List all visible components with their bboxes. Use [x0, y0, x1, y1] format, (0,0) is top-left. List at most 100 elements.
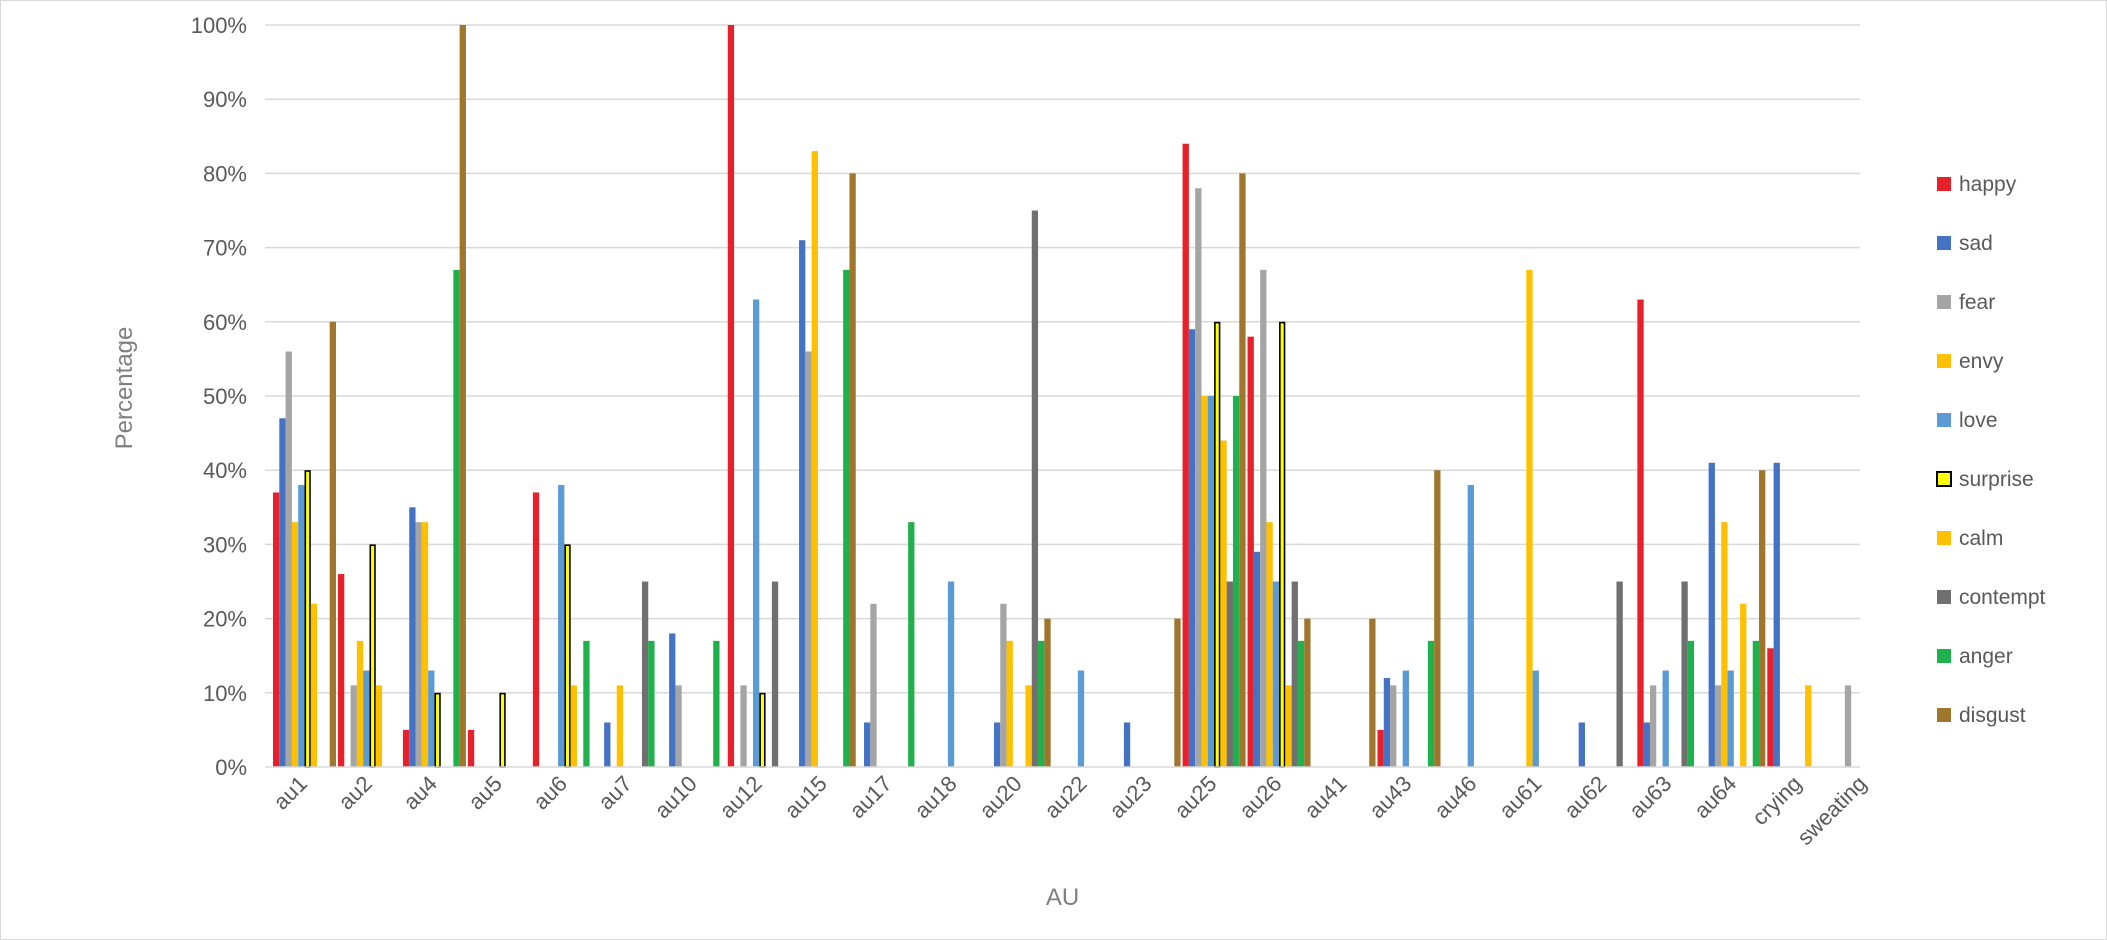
bar-calm-crying [1805, 685, 1812, 767]
bar-fear-au12 [740, 685, 747, 767]
bar-fear-au4 [415, 522, 422, 767]
bar-fear-au2 [350, 685, 357, 767]
bar-calm-au2 [375, 685, 383, 767]
bar-calm-au26 [1285, 685, 1292, 767]
bar-anger-au25 [1232, 396, 1240, 767]
bar-fear-au43 [1390, 685, 1397, 767]
bar-calm-au20 [1025, 685, 1032, 767]
bar-contempt-au12 [771, 581, 779, 767]
bar-love-au25 [1207, 396, 1215, 767]
bar-envy-au25 [1201, 396, 1208, 767]
bar-contempt-au7 [641, 581, 649, 767]
bar-love-au4 [428, 670, 435, 767]
y-tick-label: 10% [203, 681, 247, 706]
bar-calm-au6 [570, 685, 577, 767]
bar-sad-au1 [279, 418, 286, 767]
bar-fear-au1 [285, 351, 292, 767]
legend-label-anger: anger [1959, 645, 2013, 668]
bar-envy-au4 [421, 522, 429, 767]
bar-happy-au26 [1247, 336, 1254, 767]
bar-happy-au25 [1182, 143, 1189, 768]
legend-swatch-love [1937, 413, 1951, 427]
bar-contempt-au63 [1681, 581, 1688, 767]
bar-sad-au64 [1708, 462, 1715, 767]
bar-happy-au12 [727, 25, 735, 767]
bar-fear-au26 [1260, 269, 1267, 767]
y-tick-label: 20% [203, 607, 247, 632]
legend-label-fear: fear [1959, 291, 1995, 314]
bar-envy-au7 [616, 685, 624, 767]
bar-happy-au1 [273, 492, 280, 767]
legend-label-surprise: surprise [1959, 468, 2034, 491]
legend-label-contempt: contempt [1959, 586, 2046, 609]
bar-disgust-au20 [1044, 618, 1051, 767]
bar-disgust-au43 [1434, 470, 1441, 767]
bar-sad-au25 [1188, 329, 1196, 767]
bar-anger-au43 [1427, 640, 1435, 767]
bar-fear-au64 [1714, 685, 1722, 767]
bar-contempt-au26 [1291, 581, 1298, 767]
bar-love-au61 [1532, 670, 1539, 767]
bar-anger-au26 [1297, 640, 1305, 767]
bar-disgust-au41 [1369, 618, 1376, 767]
legend-label-calm: calm [1959, 527, 2003, 550]
y-tick-label: 50% [203, 384, 247, 409]
bar-sad-au15 [799, 240, 806, 767]
bar-contempt-au62 [1616, 581, 1623, 767]
x-axis-title: AU [1046, 884, 1079, 911]
legend-label-disgust: disgust [1959, 704, 2026, 727]
bar-fear-au25 [1195, 188, 1202, 768]
legend-swatch-happy [1937, 177, 1951, 191]
bar-calm-au25 [1220, 440, 1227, 767]
bar-contempt-au25 [1226, 581, 1233, 767]
bar-surprise-au6 [564, 544, 571, 768]
y-tick-label: 70% [203, 236, 247, 261]
bar-surprise-au26 [1279, 321, 1286, 768]
bar-sad-au4 [409, 507, 416, 767]
bar-sad-au10 [669, 633, 676, 767]
bar-surprise-au2 [369, 544, 376, 768]
bar-love-au22 [1077, 670, 1085, 767]
bars [273, 25, 1852, 768]
bar-sad-au62 [1578, 722, 1585, 767]
legend-label-happy: happy [1959, 173, 2017, 196]
y-tick-label: 80% [203, 161, 247, 186]
bar-fear-sweating [1844, 685, 1852, 767]
legend-swatch-disgust [1937, 708, 1951, 722]
legend-swatch-surprise [1936, 471, 1952, 487]
bar-surprise-au12 [759, 692, 766, 768]
bar-happy-au63 [1637, 299, 1644, 767]
bar-calm-au64 [1740, 603, 1747, 767]
bar-love-au2 [363, 670, 370, 767]
bar-fear-au63 [1649, 685, 1657, 767]
bar-happy-au2 [337, 574, 345, 767]
bar-love-au46 [1467, 485, 1474, 767]
bar-envy-au1 [291, 522, 299, 767]
y-tick-label: 100% [191, 13, 247, 38]
y-axis-title: Percentage [111, 327, 138, 450]
bar-happy-au5 [467, 729, 475, 767]
legend: happy sad fear envy love surprise calm contempt… [1936, 173, 2046, 727]
bar-sad-au43 [1383, 677, 1391, 767]
bar-happy-au43 [1377, 729, 1384, 767]
bar-sad-crying [1773, 462, 1780, 767]
bar-love-au26 [1272, 581, 1280, 767]
bar-disgust-au26 [1304, 618, 1311, 767]
bar-anger-au10 [713, 640, 720, 767]
bar-anger-au15 [843, 269, 850, 767]
bar-anger-au17 [908, 522, 915, 767]
bar-surprise-au1 [304, 470, 311, 768]
legend-label-love: love [1959, 409, 1998, 432]
bar-sad-au17 [864, 722, 871, 767]
bar-love-au1 [298, 485, 305, 767]
legend-swatch-fear [1937, 295, 1951, 309]
legend-swatch-envy [1937, 354, 1951, 368]
legend-swatch-contempt [1937, 590, 1951, 604]
bar-sad-au23 [1123, 722, 1131, 767]
y-tick-label: 90% [203, 87, 247, 112]
bar-surprise-au5 [499, 692, 506, 768]
bar-disgust-au1 [329, 321, 336, 767]
y-tick-labels: 0% 10% 20% 30% 40% 50% 60% 70% 80% 90% 100% [191, 13, 247, 780]
legend-swatch-anger [1937, 649, 1951, 663]
